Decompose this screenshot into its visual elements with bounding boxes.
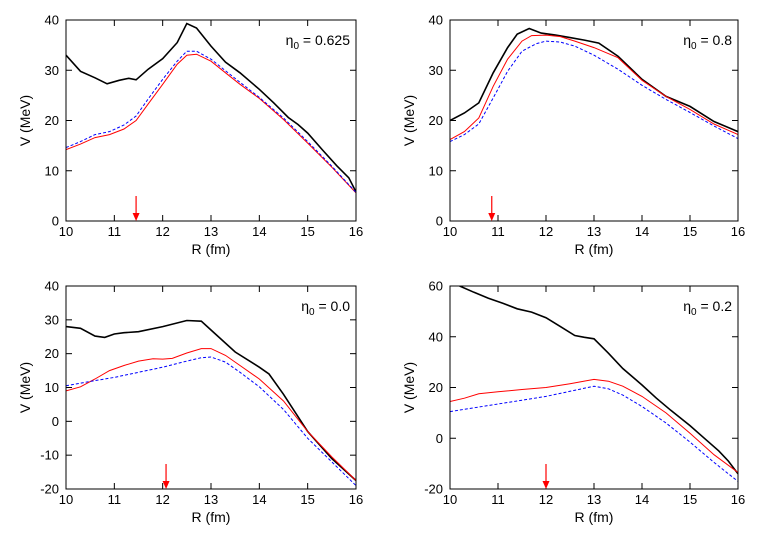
x-axis-title: R (fm) — [192, 509, 231, 525]
y-tick-label: 20 — [45, 113, 59, 128]
series-line-blue — [66, 50, 356, 193]
series-line-red — [450, 34, 738, 141]
x-tick-label: 11 — [108, 224, 122, 239]
series-line-red — [450, 378, 738, 473]
y-tick-label: 0 — [52, 414, 59, 429]
y-axis-title: V (MeV) — [17, 362, 33, 413]
x-tick-label: 14 — [635, 492, 649, 507]
x-tick-label: 13 — [587, 492, 601, 507]
x-tick-label: 13 — [204, 492, 218, 507]
arrow-head — [542, 481, 550, 489]
plot-frame — [65, 19, 357, 222]
x-tick-label: 11 — [491, 224, 505, 239]
y-axis-title: V (MeV) — [17, 95, 33, 146]
y-tick-label: -10 — [40, 448, 59, 463]
x-tick-label: 11 — [491, 492, 505, 507]
y-tick-label: 10 — [429, 163, 443, 178]
panel-3: 10 11 12 13 14 15 16 -20 -10 0 10 20 30 40 R (fm) V (Me… — [17, 279, 363, 526]
series-line-red — [66, 53, 356, 194]
x-tick-label: 16 — [349, 224, 363, 239]
x-tick-label: 10 — [59, 492, 73, 507]
x-axis-title: R (fm) — [192, 241, 231, 257]
x-tick-label: 16 — [731, 492, 745, 507]
series-line-black — [66, 22, 356, 193]
y-tick-label: 20 — [45, 346, 59, 361]
y-tick-label: 40 — [45, 13, 59, 28]
eta-annotation: η0 = 0.625 — [286, 32, 351, 52]
series-line-blue — [66, 356, 356, 486]
panel-4: 10 11 12 13 14 15 16 -20 0 20 40 60 R (fm) V (MeV) η0 … — [401, 279, 745, 526]
y-tick-label: 10 — [45, 380, 59, 395]
arrow-head — [488, 213, 496, 221]
y-tick-label: 30 — [45, 312, 59, 327]
x-tick-label: 16 — [349, 492, 363, 507]
y-tick-label: 40 — [429, 13, 443, 28]
eta-annotation: η0 = 0.8 — [683, 32, 732, 52]
y-axis-title: V (MeV) — [401, 362, 417, 413]
y-tick-label: 20 — [429, 113, 443, 128]
arrow-head — [162, 481, 170, 489]
x-tick-label: 12 — [539, 492, 553, 507]
series-line-black — [459, 286, 738, 475]
x-tick-label: 13 — [204, 224, 218, 239]
y-tick-label: -20 — [40, 482, 59, 497]
y-tick-label: 40 — [45, 279, 59, 294]
x-tick-label: 14 — [252, 224, 266, 239]
x-tick-label: 14 — [635, 224, 649, 239]
x-tick-label: 15 — [300, 224, 314, 239]
y-tick-label: 60 — [429, 279, 443, 294]
series-line-blue — [450, 40, 738, 143]
x-axis-title: R (fm) — [575, 241, 614, 257]
y-tick-label: 10 — [45, 163, 59, 178]
x-tick-label: 12 — [155, 224, 169, 239]
x-tick-label: 15 — [683, 492, 697, 507]
series-line-black — [66, 319, 356, 482]
y-axis-title: V (MeV) — [401, 95, 417, 146]
y-tick-label: 0 — [436, 214, 443, 229]
y-tick-label: 0 — [436, 431, 443, 446]
arrow-head — [132, 213, 140, 221]
y-tick-label: 20 — [429, 380, 443, 395]
x-tick-label: 13 — [587, 224, 601, 239]
y-tick-label: 30 — [429, 63, 443, 78]
x-tick-label: 11 — [108, 492, 122, 507]
series-line-red — [66, 348, 356, 481]
y-tick-label: 30 — [45, 63, 59, 78]
x-tick-label: 12 — [155, 492, 169, 507]
x-tick-label: 16 — [731, 224, 745, 239]
x-axis-title: R (fm) — [575, 509, 614, 525]
y-tick-label: 40 — [429, 329, 443, 344]
x-tick-label: 15 — [300, 492, 314, 507]
x-tick-label: 14 — [252, 492, 266, 507]
x-tick-label: 10 — [443, 224, 457, 239]
x-tick-label: 12 — [539, 224, 553, 239]
series-line-blue — [450, 385, 738, 482]
eta-annotation: η0 = 0.0 — [301, 298, 350, 318]
x-tick-label: 15 — [683, 224, 697, 239]
y-tick-label: 0 — [52, 214, 59, 229]
x-tick-label: 10 — [443, 492, 457, 507]
y-tick-label: -20 — [424, 482, 443, 497]
eta-annotation: η0 = 0.2 — [683, 298, 732, 318]
x-tick-label: 10 — [59, 224, 73, 239]
